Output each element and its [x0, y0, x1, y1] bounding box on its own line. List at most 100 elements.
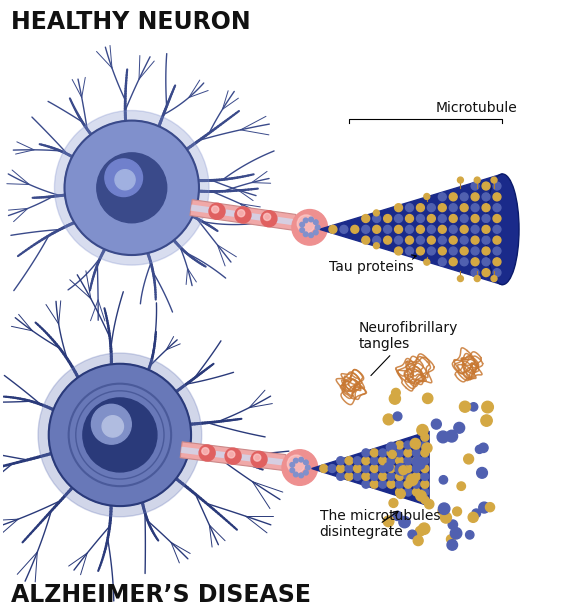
Circle shape — [449, 225, 457, 233]
Polygon shape — [180, 442, 286, 471]
Circle shape — [384, 225, 392, 233]
Circle shape — [471, 225, 479, 233]
Circle shape — [482, 182, 490, 190]
Circle shape — [479, 443, 488, 452]
Circle shape — [299, 457, 303, 462]
Circle shape — [446, 535, 455, 543]
Circle shape — [438, 507, 446, 515]
Circle shape — [439, 476, 447, 484]
Circle shape — [479, 502, 490, 513]
Circle shape — [199, 445, 215, 461]
Circle shape — [351, 225, 359, 233]
Circle shape — [491, 177, 497, 183]
Circle shape — [293, 458, 298, 463]
Circle shape — [471, 193, 479, 201]
Circle shape — [394, 236, 402, 244]
Circle shape — [453, 507, 462, 516]
Circle shape — [406, 474, 418, 485]
Circle shape — [412, 457, 420, 465]
Circle shape — [406, 247, 414, 255]
Circle shape — [416, 225, 424, 233]
Circle shape — [471, 258, 479, 266]
Circle shape — [431, 419, 441, 429]
Circle shape — [290, 468, 294, 472]
Circle shape — [424, 259, 430, 265]
Circle shape — [493, 258, 501, 266]
Circle shape — [54, 111, 209, 265]
Circle shape — [303, 460, 308, 465]
Circle shape — [482, 193, 490, 201]
Circle shape — [416, 491, 426, 501]
Circle shape — [354, 457, 362, 465]
Polygon shape — [312, 431, 429, 506]
Circle shape — [459, 401, 471, 412]
Circle shape — [438, 215, 446, 222]
Circle shape — [212, 206, 219, 213]
Circle shape — [362, 449, 370, 457]
Circle shape — [362, 472, 370, 480]
Circle shape — [438, 503, 450, 515]
Circle shape — [458, 275, 463, 282]
Circle shape — [314, 230, 318, 235]
Circle shape — [482, 236, 490, 244]
Circle shape — [371, 449, 379, 457]
Circle shape — [308, 233, 314, 237]
Ellipse shape — [486, 174, 519, 285]
Circle shape — [408, 530, 416, 539]
Circle shape — [379, 465, 386, 472]
Polygon shape — [181, 447, 285, 466]
Circle shape — [387, 449, 395, 457]
Circle shape — [399, 466, 408, 475]
Circle shape — [421, 496, 429, 504]
Circle shape — [412, 472, 420, 480]
Circle shape — [412, 488, 420, 496]
Circle shape — [427, 236, 435, 244]
Circle shape — [493, 269, 501, 277]
Circle shape — [300, 228, 305, 233]
Circle shape — [394, 215, 402, 222]
Circle shape — [345, 457, 353, 465]
Circle shape — [464, 454, 473, 464]
Polygon shape — [320, 174, 502, 285]
Circle shape — [396, 465, 403, 472]
Circle shape — [345, 472, 353, 480]
Circle shape — [415, 526, 425, 536]
Circle shape — [416, 215, 424, 222]
Circle shape — [371, 480, 379, 488]
Circle shape — [481, 415, 492, 426]
Circle shape — [438, 258, 446, 266]
Circle shape — [297, 215, 315, 233]
Text: Neurofibrillary
tangles: Neurofibrillary tangles — [359, 321, 458, 376]
Circle shape — [389, 393, 401, 404]
Circle shape — [460, 225, 468, 233]
Circle shape — [406, 204, 414, 212]
Circle shape — [396, 441, 403, 449]
Circle shape — [288, 455, 305, 473]
Circle shape — [396, 480, 403, 488]
Circle shape — [404, 457, 412, 465]
Circle shape — [340, 225, 348, 233]
Circle shape — [416, 236, 424, 244]
Circle shape — [419, 523, 430, 534]
Circle shape — [345, 465, 353, 472]
Circle shape — [404, 449, 412, 457]
Circle shape — [421, 480, 429, 488]
Circle shape — [328, 465, 336, 472]
Text: HEALTHY NEURON: HEALTHY NEURON — [11, 10, 251, 34]
Circle shape — [458, 177, 463, 183]
Circle shape — [446, 430, 458, 442]
Circle shape — [421, 441, 429, 449]
Text: Microtubule: Microtubule — [436, 100, 518, 114]
Circle shape — [362, 236, 370, 244]
Circle shape — [449, 258, 457, 266]
Circle shape — [64, 121, 199, 255]
Circle shape — [470, 403, 478, 411]
Circle shape — [416, 204, 424, 212]
Circle shape — [410, 438, 420, 448]
Circle shape — [92, 405, 131, 444]
Circle shape — [406, 225, 414, 233]
Circle shape — [493, 182, 501, 190]
Circle shape — [292, 209, 328, 245]
Circle shape — [460, 258, 468, 266]
Circle shape — [454, 422, 464, 433]
